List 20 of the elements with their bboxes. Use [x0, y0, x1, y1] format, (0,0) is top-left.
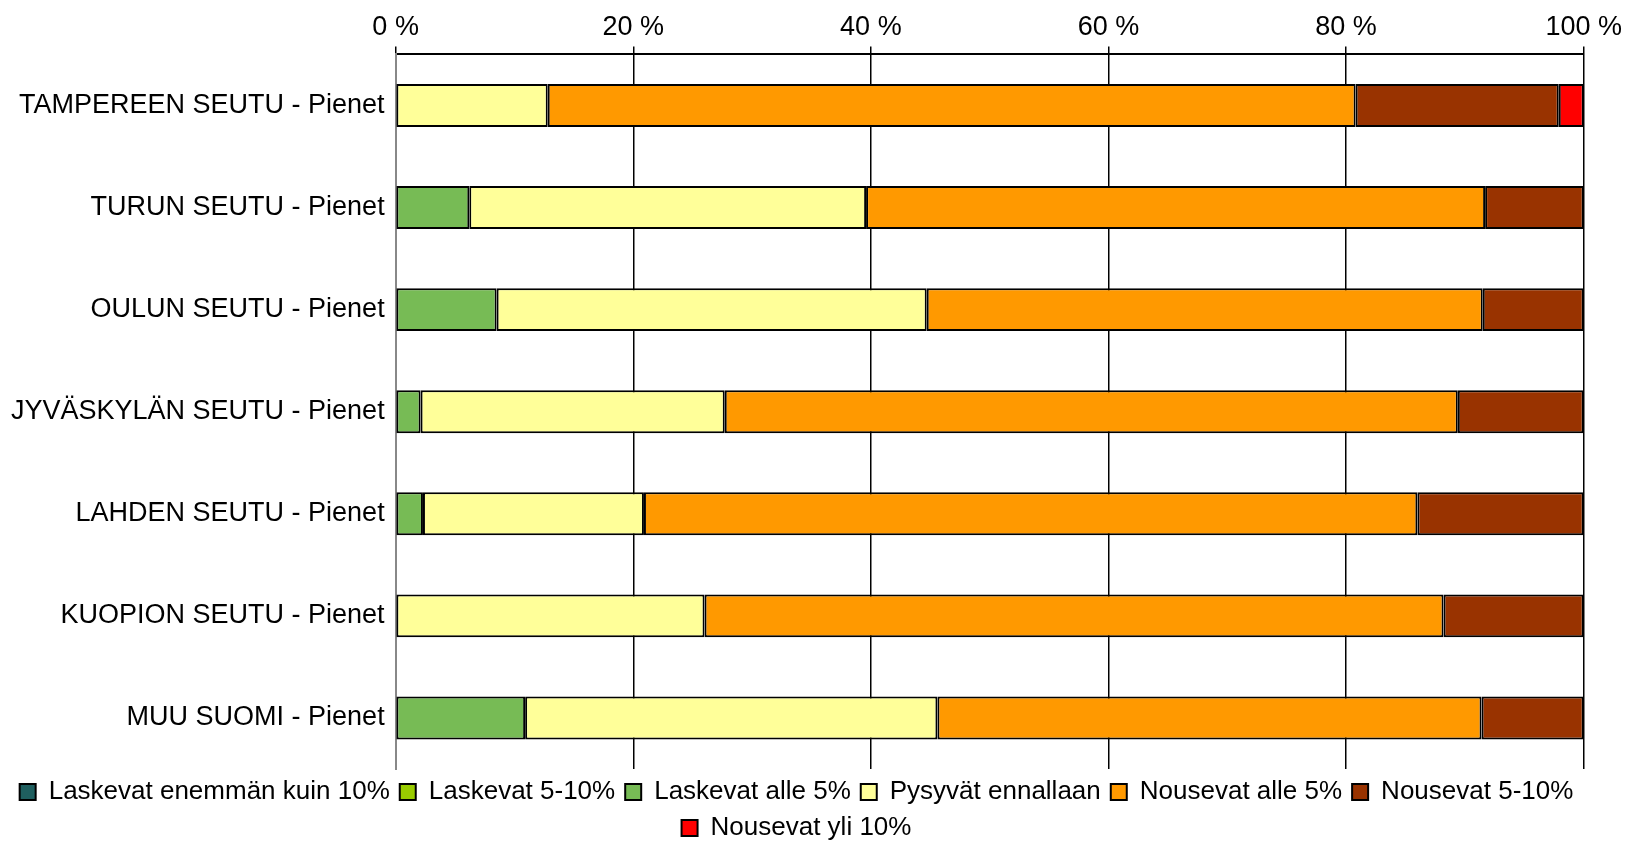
legend-label: Laskevat alle 5%	[654, 775, 851, 806]
legend-label: Laskevat enemmän kuin 10%	[48, 775, 390, 806]
legend-label: Nousevat 5-10%	[1381, 775, 1574, 806]
legend-label: Pysyvät ennallaan	[889, 775, 1101, 806]
y-tick-label: KUOPION SEUTU - Pienet	[60, 599, 386, 630]
legend-label: Nousevat alle 5%	[1139, 775, 1343, 806]
x-tick-label: 0 %	[372, 10, 419, 41]
y-tick-label: OULUN SEUTU - Pienet	[90, 293, 386, 324]
y-tick-label: JYVÄSKYLÄN SEUTU - Pienet	[11, 395, 386, 426]
x-tick-label: 60 %	[1077, 10, 1140, 41]
legend-label: Laskevat 5-10%	[428, 775, 616, 806]
x-tick-label: 20 %	[602, 10, 665, 41]
y-tick-label: MUU SUOMI - Pienet	[126, 701, 386, 732]
y-tick-label: TURUN SEUTU - Pienet	[90, 190, 386, 221]
x-tick-label: 80 %	[1315, 10, 1377, 41]
legend-label: Nousevat yli 10%	[710, 811, 912, 842]
x-tick-label: 100 %	[1545, 10, 1622, 41]
y-tick-label: LAHDEN SEUTU - Pienet	[75, 497, 386, 528]
y-tick-label: TAMPEREEN SEUTU - Pienet	[19, 88, 386, 119]
x-tick-label: 40 %	[840, 10, 902, 41]
